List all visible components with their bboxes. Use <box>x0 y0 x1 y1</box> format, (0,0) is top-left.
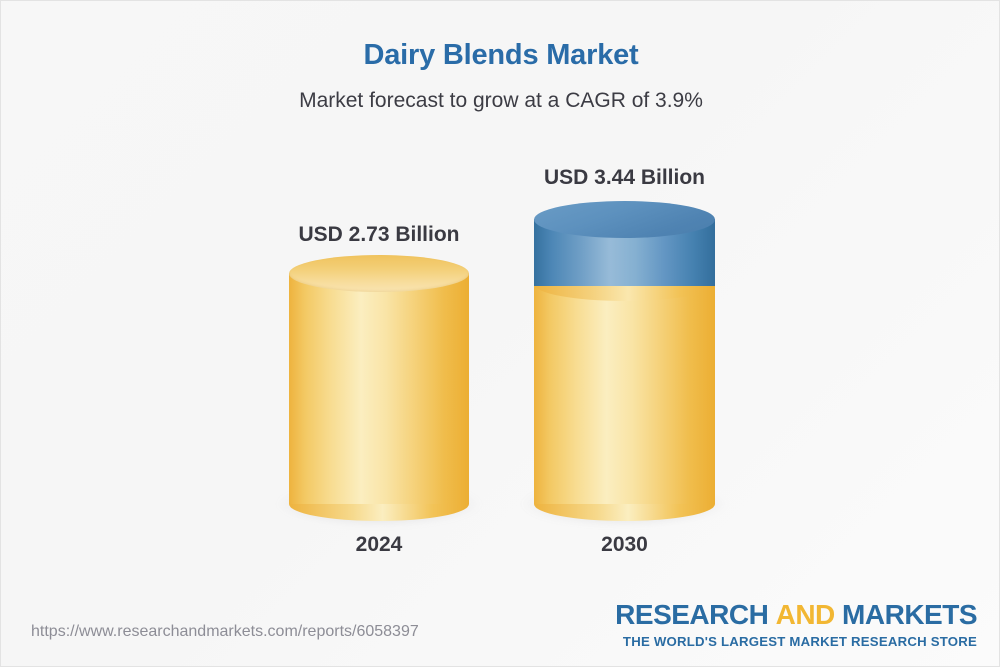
cylinder-base-segment-2030 <box>534 284 715 504</box>
source-url[interactable]: https://www.researchandmarkets.com/repor… <box>31 623 419 640</box>
logo-tagline: THE WORLD'S LARGEST MARKET RESEARCH STOR… <box>622 634 977 649</box>
category-label-2024: 2024 <box>355 533 403 556</box>
bar-2024: USD 2.73 Billion 2024 <box>277 1 481 666</box>
value-label-2024: USD 2.73 Billion <box>298 223 460 246</box>
logo-wordmark: RESEARCH AND MARKETS <box>615 601 977 629</box>
logo-word-and: AND <box>775 599 836 630</box>
chart-subtitle: Market forecast to grow at a CAGR of 3.9… <box>299 89 703 112</box>
logo-word-research: RESEARCH <box>615 599 769 630</box>
brand-logo[interactable]: RESEARCH AND MARKETS THE WORLD'S LARGEST… <box>615 601 977 650</box>
page-title: Dairy Blends Market <box>363 39 639 71</box>
cylinder-top-2030 <box>534 201 715 238</box>
category-label-2030: 2030 <box>601 533 648 556</box>
logo-word-markets: MARKETS <box>842 599 977 630</box>
cylinder-top-2024 <box>289 255 469 292</box>
cylinder-body-2024 <box>289 273 469 504</box>
value-label-2030: USD 3.44 Billion <box>543 166 706 189</box>
bar-2030: USD 3.44 Billion 2030 <box>522 1 727 666</box>
